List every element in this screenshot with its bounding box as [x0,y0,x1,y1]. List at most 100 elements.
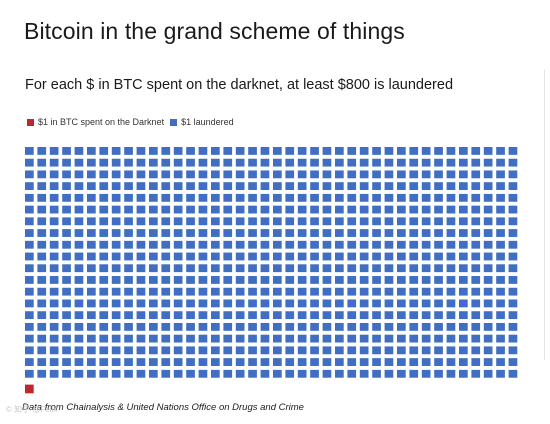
waffle-square-laundered [483,170,493,179]
waffle-square-laundered [434,369,443,378]
watermark: © 知乎 @Felix [6,405,58,414]
waffle-square-laundered [161,240,171,249]
waffle-square-laundered [260,240,270,249]
waffle-square-laundered [211,276,220,284]
waffle-square-laundered [149,358,158,366]
waffle-square-laundered [483,182,493,191]
waffle-square-laundered [483,147,493,155]
waffle-square-laundered [260,193,270,202]
waffle-square-laundered [37,240,47,249]
waffle-square-laundered [37,205,47,214]
waffle-square-laundered [223,299,233,308]
waffle-square-laundered [483,334,493,343]
waffle-square-laundered [397,147,406,155]
waffle-square-laundered [37,264,47,273]
waffle-square-laundered [483,193,493,202]
waffle-square-laundered [62,276,71,284]
waffle-square-laundered [421,264,431,273]
waffle-square-laundered [37,311,47,320]
waffle-square-laundered [74,311,84,320]
waffle-square-laundered [136,346,146,355]
waffle-square-laundered [211,264,220,273]
waffle-square-laundered [260,311,270,320]
waffle-square-laundered [223,264,233,273]
waffle-square-laundered [49,158,59,167]
waffle-square-laundered [161,205,171,214]
waffle-square-laundered [136,158,146,167]
waffle-square-laundered [273,240,282,249]
waffle-square-laundered [124,287,133,296]
waffle-square-laundered [211,346,220,355]
waffle-square-laundered [347,147,357,155]
waffle-square-laundered [496,322,505,331]
waffle-square-laundered [136,170,146,179]
waffle-square-laundered [409,217,419,226]
waffle-square-laundered [335,369,344,378]
waffle-square-laundered [409,170,419,179]
waffle-square-laundered [347,276,357,284]
waffle-square-laundered [297,229,307,237]
waffle-square-laundered [149,311,158,320]
waffle-square-laundered [62,170,71,179]
waffle-square-laundered [496,264,505,273]
waffle-square-laundered [25,299,34,308]
waffle-square-laundered [161,264,171,273]
waffle-square-laundered [372,311,381,320]
waffle-square-laundered [508,193,518,202]
waffle-square-laundered [273,170,282,179]
waffle-square-laundered [25,229,34,237]
waffle-square-laundered [74,287,84,296]
waffle-square-laundered [273,205,282,214]
waffle-square-laundered [322,346,332,355]
waffle-square-laundered [322,170,332,179]
waffle-square-laundered [285,205,295,214]
waffle-square-laundered [421,229,431,237]
waffle-square-laundered [37,358,47,366]
waffle-square-laundered [235,205,245,214]
waffle-square-laundered [459,193,468,202]
waffle-square-laundered [62,346,71,355]
waffle-square-laundered [173,346,183,355]
waffle-square-laundered [459,264,468,273]
waffle-square-laundered [359,158,369,167]
waffle-square-laundered [285,147,295,155]
waffle-square-laundered [173,217,183,226]
waffle-square-laundered [347,205,357,214]
waffle-square-laundered [198,264,208,273]
waffle-square-laundered [235,158,245,167]
waffle-square-laundered [335,182,344,191]
waffle-square-laundered [248,240,257,249]
waffle-square-laundered [471,217,481,226]
waffle-square-laundered [347,240,357,249]
waffle-square-laundered [446,217,456,226]
waffle-square-laundered [508,158,518,167]
waffle-square-laundered [198,322,208,331]
waffle-square-laundered [124,217,133,226]
waffle-square-laundered [235,170,245,179]
waffle-square-laundered [310,276,319,284]
waffle-square-laundered [173,264,183,273]
waffle-square-laundered [87,299,96,308]
waffle-square-laundered [37,334,47,343]
waffle-square-laundered [297,205,307,214]
waffle-square-laundered [471,287,481,296]
waffle-square-laundered [508,322,518,331]
waffle-square-laundered [136,240,146,249]
waffle-square-laundered [335,252,344,261]
waffle-square-laundered [285,252,295,261]
waffle-square-laundered [124,147,133,155]
waffle-square-laundered [235,276,245,284]
waffle-square-laundered [173,322,183,331]
waffle-square-laundered [260,358,270,366]
waffle-square-laundered [111,158,121,167]
waffle-square-laundered [248,276,257,284]
waffle-square-laundered [49,229,59,237]
waffle-square-laundered [322,334,332,343]
waffle-square-laundered [483,276,493,284]
waffle-square-laundered [223,311,233,320]
waffle-square-laundered [409,322,419,331]
waffle-square-laundered [359,217,369,226]
waffle-square-laundered [310,193,319,202]
waffle-square-laundered [99,158,109,167]
waffle-square-laundered [161,217,171,226]
